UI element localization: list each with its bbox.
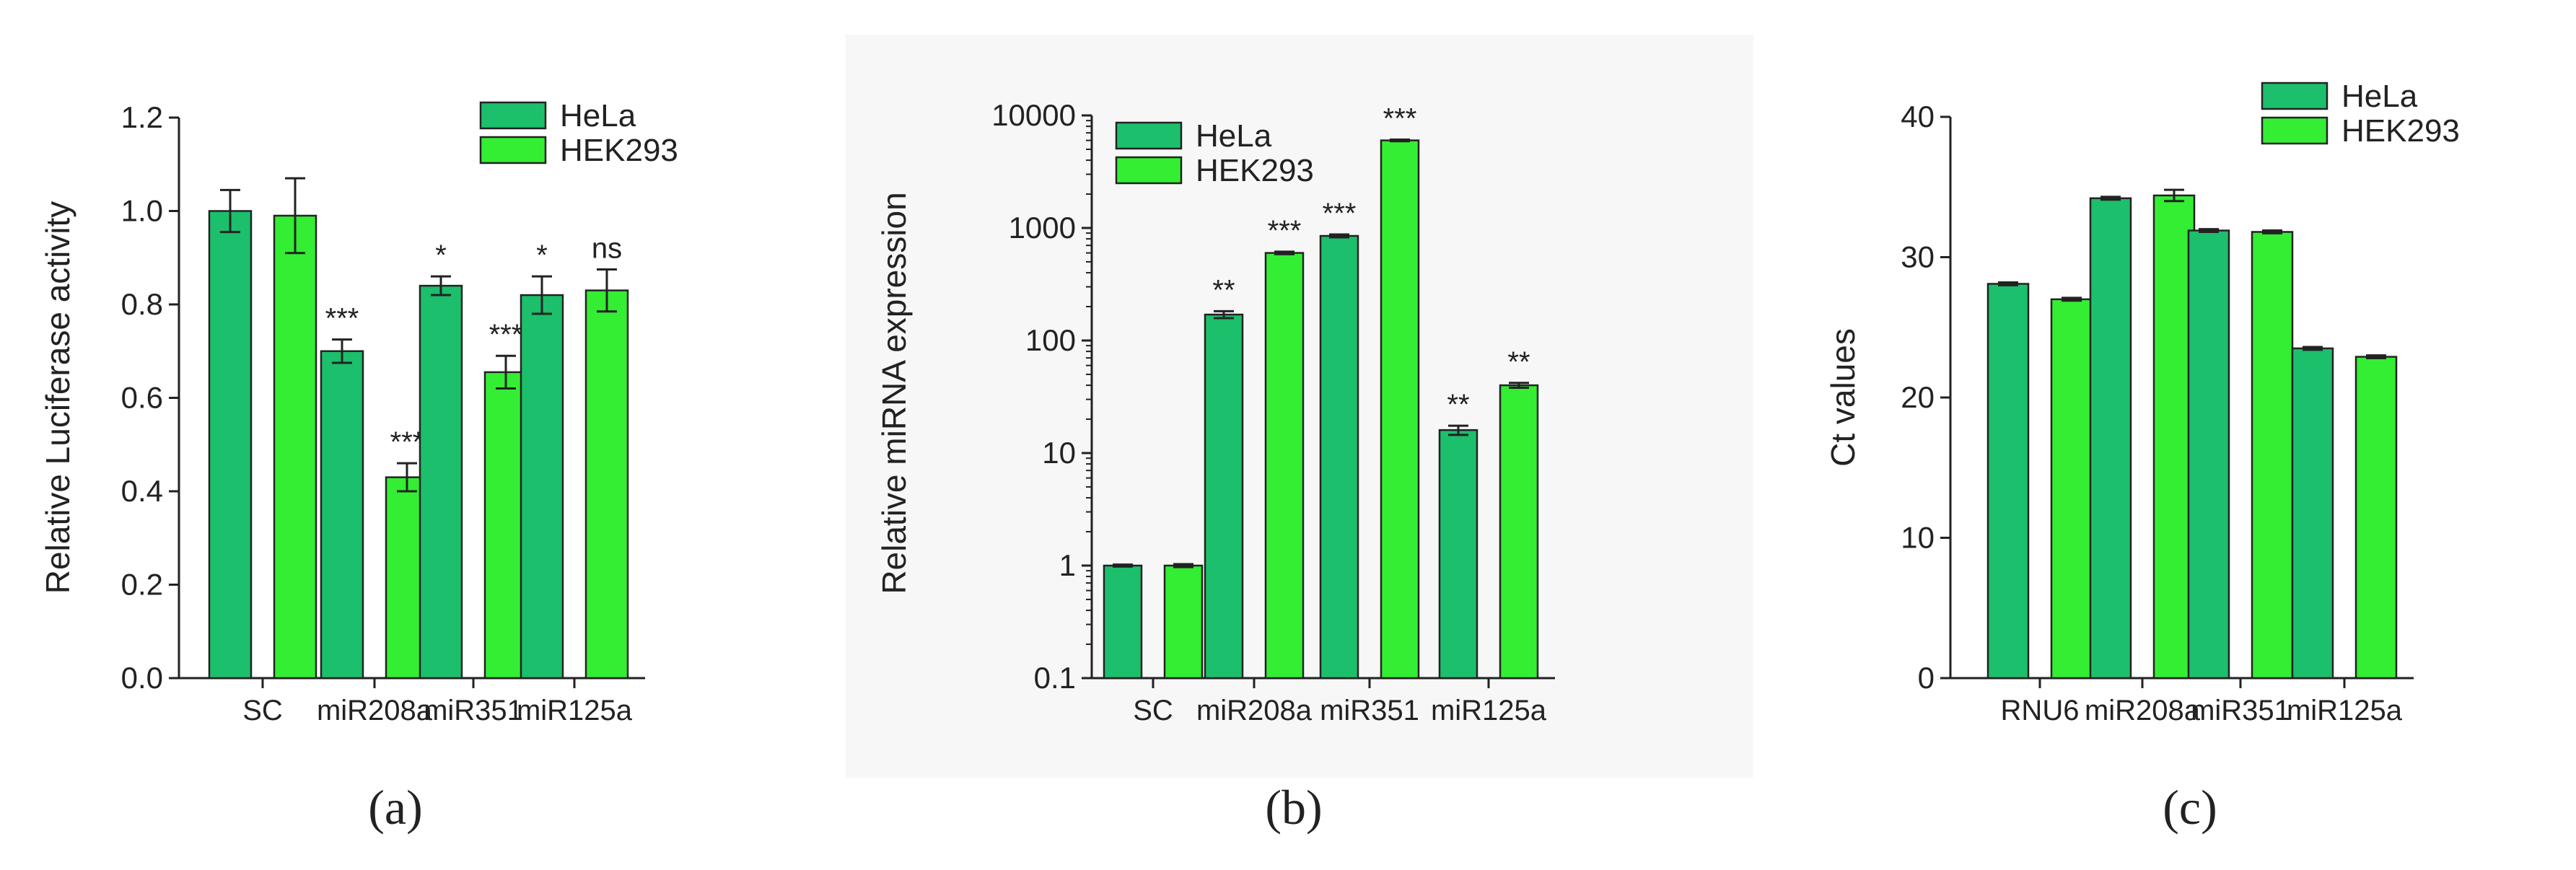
y-tick-label-a-6: 1.2 [121,100,163,134]
x-tick-label-a-3: miR125a [517,695,633,726]
significance-label-a-0-2: * [435,240,447,271]
y-tick-label-b-3: 100 [1025,323,1076,357]
y-tick-label-b-0: 0.1 [1034,661,1076,695]
x-tick-label-a-2: miR351 [424,695,523,726]
y-tick-label-a-1: 0.2 [121,568,163,602]
legend-label-b-1: HEK293 [1196,153,1314,188]
significance-label-a-1-1: *** [390,426,424,458]
bar-b-hek293-0 [1163,564,1204,680]
bar-b-hela-2 [1319,234,1359,680]
bar-c-hela-2 [2187,229,2230,680]
legend-swatch-b-0 [1115,121,1183,150]
x-tick-label-b-0: SC [1133,695,1173,726]
bar-a-hek293-0 [273,214,317,680]
y-tick-label-a-4: 0.8 [121,287,163,321]
bar-a-hela-3 [520,294,564,680]
significance-label-b-0-2: *** [1323,198,1357,229]
y-tick-label-c-0: 0 [1918,661,1935,695]
significance-label-a-0-1: *** [325,303,359,335]
significance-label-b-0-1: ** [1212,274,1235,306]
legend-swatch-a-0 [479,101,547,130]
bar-a-hela-0 [208,210,253,680]
legend-label-b-0: HeLa [1196,118,1272,154]
significance-label-a-1-3: ns [592,232,622,264]
bar-c-hek293-3 [2354,356,2398,680]
x-tick-label-b-1: miR208a [1196,695,1313,726]
significance-label-a-0-3: * [536,240,548,271]
legend-swatch-c-0 [2261,82,2329,110]
bar-a-hela-1 [320,350,364,680]
x-tick-label-c-3: miR125a [2287,695,2403,726]
bar-b-hela-3 [1438,429,1478,680]
bar-c-hela-3 [2291,347,2334,680]
significance-label-b-0-3: ** [1447,389,1469,421]
bar-c-hela-1 [2089,197,2132,680]
bar-c-hek293-0 [2050,298,2093,680]
y-axis-label-b: Relative miRNA expression [875,192,913,594]
y-tick-label-a-5: 1.0 [121,194,163,228]
y-tick-label-a-0: 0.0 [121,661,163,695]
y-tick-label-c-2: 20 [1901,380,1935,414]
y-axis-label-a: Relative Luciferase activity [39,201,76,594]
y-tick-label-a-2: 0.4 [121,474,163,508]
x-tick-label-a-1: miR208a [317,695,433,726]
significance-label-a-1-2: *** [489,319,523,351]
bar-b-hela-1 [1204,313,1244,680]
y-axis-label-c: Ct values [1824,328,1862,467]
caption-c: (c) [2163,780,2217,835]
bar-b-hek293-3 [1499,384,1539,680]
y-tick-label-b-4: 1000 [1009,211,1076,245]
y-tick-label-a-3: 0.6 [121,381,163,415]
legend-swatch-c-1 [2261,116,2329,145]
bar-c-hela-0 [1986,283,2030,680]
legend-label-c-0: HeLa [2341,79,2418,114]
y-tick-label-b-2: 10 [1042,436,1076,470]
y-tick-label-c-3: 30 [1901,240,1935,274]
caption-a: (a) [368,780,423,835]
y-tick-label-c-1: 10 [1901,521,1935,555]
legend-label-a-0: HeLa [560,98,636,133]
y-tick-label-b-5: 10000 [991,98,1076,132]
bar-b-hek293-2 [1380,139,1420,680]
bar-b-hek293-1 [1264,252,1305,680]
bar-a-hek293-2 [483,371,528,680]
y-tick-label-c-4: 40 [1901,100,1935,133]
bar-c-hek293-2 [2251,231,2294,680]
y-tick-label-b-1: 1 [1059,548,1076,582]
significance-label-b-1-2: *** [1383,102,1417,134]
legend-label-c-1: HEK293 [2341,113,2460,149]
bar-c-hek293-1 [2152,194,2196,680]
x-tick-label-c-2: miR351 [2191,695,2290,726]
bar-a-hela-2 [419,284,463,680]
x-tick-label-b-3: miR125a [1431,695,1547,726]
legend-swatch-a-1 [479,136,547,164]
legend-label-a-1: HEK293 [560,133,678,168]
x-tick-label-b-2: miR351 [1320,695,1419,726]
significance-label-b-1-1: *** [1268,215,1302,247]
bar-b-hela-0 [1103,564,1143,680]
x-tick-label-a-0: SC [242,695,283,726]
legend-swatch-b-1 [1115,156,1183,185]
x-tick-label-c-1: miR208a [2085,695,2201,726]
x-tick-label-c-0: RNU6 [2001,695,2080,726]
caption-b: (b) [1265,780,1323,835]
bar-a-hek293-3 [584,289,629,680]
significance-label-b-1-3: ** [1507,346,1530,378]
